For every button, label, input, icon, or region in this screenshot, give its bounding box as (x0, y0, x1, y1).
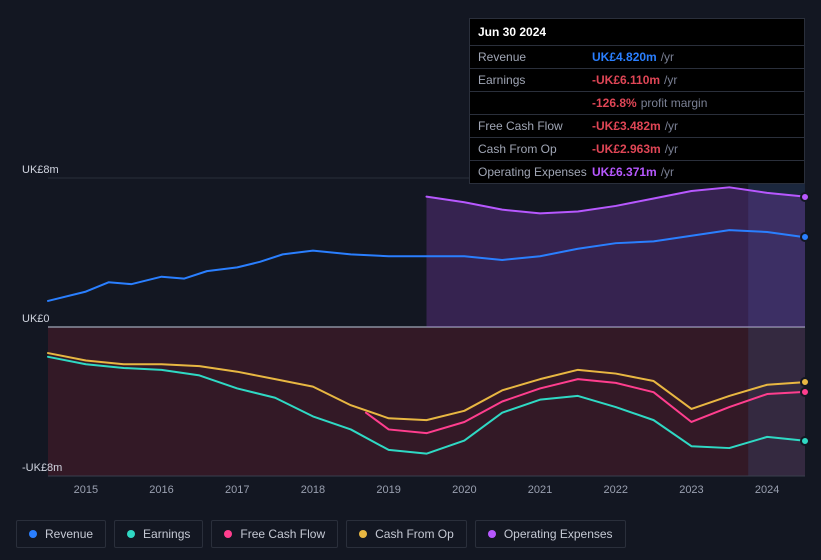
tooltip-row-label: Free Cash Flow (478, 119, 592, 133)
tooltip-row-label: Operating Expenses (478, 165, 592, 179)
legend-item-earnings[interactable]: Earnings (114, 520, 203, 548)
tooltip-row-label: Cash From Op (478, 142, 592, 156)
legend-dot (488, 530, 496, 538)
tooltip-row-suffix: profit margin (641, 96, 708, 110)
tooltip-row-label: Revenue (478, 50, 592, 64)
legend-dot (127, 530, 135, 538)
tooltip-row: Operating ExpensesUK£6.371m/yr (470, 161, 804, 183)
y-axis-label: -UK£8m (22, 462, 62, 474)
legend-label: Earnings (143, 527, 190, 541)
series-end-dot (800, 192, 810, 202)
legend-label: Free Cash Flow (240, 527, 325, 541)
tooltip-row-suffix: /yr (661, 50, 674, 64)
x-axis-tick: 2015 (74, 484, 98, 496)
legend-dot (224, 530, 232, 538)
x-axis-tick: 2024 (755, 484, 779, 496)
legend: Revenue Earnings Free Cash Flow Cash From O… (16, 520, 626, 548)
tooltip-row: Earnings-UK£6.110m/yr (470, 69, 804, 92)
legend-dot (29, 530, 37, 538)
series-end-dot (800, 387, 810, 397)
tooltip-row-suffix: /yr (661, 165, 674, 179)
tooltip-row-suffix: /yr (664, 73, 677, 87)
series-end-dot (800, 232, 810, 242)
legend-item-cash_op[interactable]: Cash From Op (346, 520, 467, 548)
legend-item-revenue[interactable]: Revenue (16, 520, 106, 548)
y-axis-label: UK£0 (22, 313, 50, 325)
tooltip-row-suffix: /yr (665, 119, 678, 133)
tooltip-row-value: -UK£2.963m (592, 142, 661, 156)
x-axis-tick: 2020 (452, 484, 476, 496)
tooltip-panel: Jun 30 2024 RevenueUK£4.820m/yrEarnings-… (469, 18, 805, 184)
legend-item-fcf[interactable]: Free Cash Flow (211, 520, 338, 548)
legend-item-opex[interactable]: Operating Expenses (475, 520, 626, 548)
series-end-dot (800, 436, 810, 446)
x-axis-tick: 2021 (528, 484, 552, 496)
tooltip-row-label (478, 96, 592, 110)
series-end-dot (800, 377, 810, 387)
tooltip-row-value: UK£6.371m (592, 165, 657, 179)
x-axis-tick: 2018 (301, 484, 325, 496)
x-axis-tick: 2022 (604, 484, 628, 496)
tooltip-row-suffix: /yr (665, 142, 678, 156)
tooltip-date: Jun 30 2024 (470, 19, 804, 46)
tooltip-row-label: Earnings (478, 73, 592, 87)
tooltip-row: RevenueUK£4.820m/yr (470, 46, 804, 69)
tooltip-row-value: -UK£6.110m (592, 73, 660, 87)
tooltip-row-value: -UK£3.482m (592, 119, 661, 133)
x-axis-tick: 2016 (149, 484, 173, 496)
tooltip-row: -126.8% profit margin (470, 92, 804, 115)
legend-dot (359, 530, 367, 538)
tooltip-row-value: -126.8% (592, 96, 637, 110)
legend-label: Operating Expenses (504, 527, 613, 541)
y-axis-label: UK£8m (22, 164, 59, 176)
legend-label: Revenue (45, 527, 93, 541)
tooltip-row: Free Cash Flow-UK£3.482m/yr (470, 115, 804, 138)
x-axis-tick: 2023 (679, 484, 703, 496)
tooltip-row: Cash From Op-UK£2.963m/yr (470, 138, 804, 161)
x-axis-tick: 2017 (225, 484, 249, 496)
x-axis-tick: 2019 (376, 484, 400, 496)
tooltip-row-value: UK£4.820m (592, 50, 657, 64)
legend-label: Cash From Op (375, 527, 454, 541)
